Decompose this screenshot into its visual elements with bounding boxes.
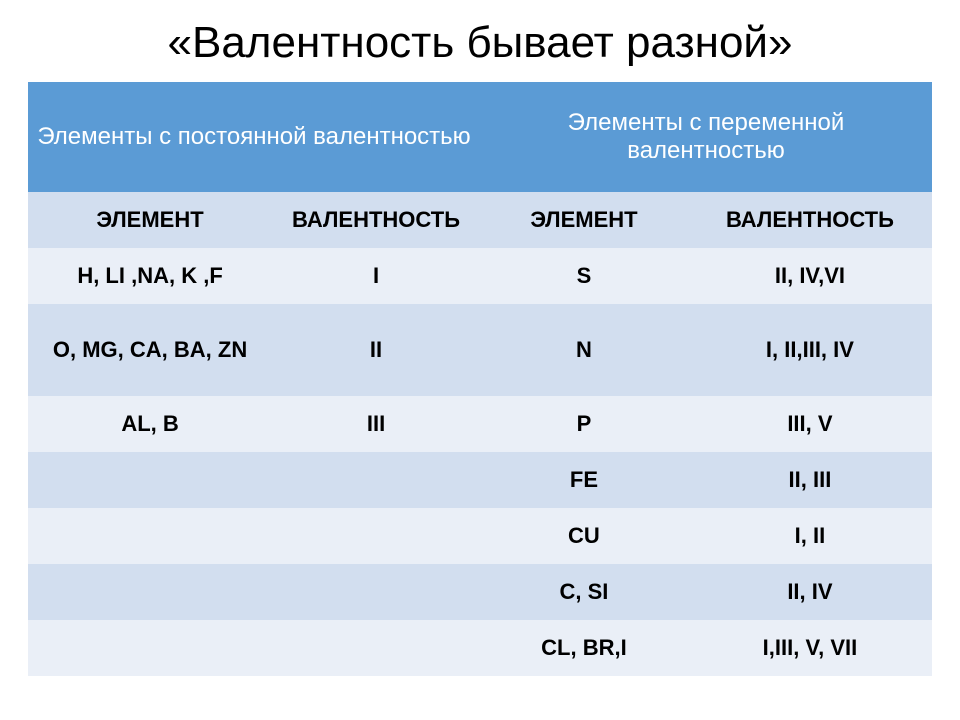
- cell-valence-var: I, II: [688, 508, 932, 564]
- cell-valence-const: III: [272, 396, 480, 452]
- cell-valence-var: III, V: [688, 396, 932, 452]
- table-row: H, Li ,Na, K ,F I S II, IV,VI: [28, 248, 932, 304]
- cell-valence-var: II, IV,VI: [688, 248, 932, 304]
- table-row: Cl, Br,I I,III, V, VII: [28, 620, 932, 676]
- slide: «Валентность бывает разной» Элементы с п…: [0, 0, 960, 720]
- table-subheader: Элемент Валентность Элемент Валентность: [28, 192, 932, 248]
- valence-table: Элементы с постоянной валентностью Элеме…: [28, 82, 932, 676]
- cell-element-var: Cu: [480, 508, 688, 564]
- header-right: Элементы с переменной валентностью: [480, 82, 932, 192]
- cell-element-const: O, Mg, Ca, Ba, Zn: [28, 304, 272, 396]
- cell-valence-const: [272, 508, 480, 564]
- cell-element-const: Al, B: [28, 396, 272, 452]
- cell-valence-const: [272, 620, 480, 676]
- cell-element-var: Fe: [480, 452, 688, 508]
- subheader-c3: Элемент: [480, 192, 688, 248]
- cell-valence-const: I: [272, 248, 480, 304]
- subheader-c1: Элемент: [28, 192, 272, 248]
- header-left: Элементы с постоянной валентностью: [28, 82, 480, 192]
- cell-element-const: [28, 508, 272, 564]
- cell-valence-var: II, III: [688, 452, 932, 508]
- cell-element-var: Cl, Br,I: [480, 620, 688, 676]
- cell-valence-var: I,III, V, VII: [688, 620, 932, 676]
- cell-element-var: P: [480, 396, 688, 452]
- table-row: Al, B III P III, V: [28, 396, 932, 452]
- cell-element-var: C, Si: [480, 564, 688, 620]
- cell-element-const: [28, 564, 272, 620]
- cell-valence-var: I, II,III, IV: [688, 304, 932, 396]
- cell-element-const: [28, 620, 272, 676]
- table-row: Fe II, III: [28, 452, 932, 508]
- cell-valence-const: II: [272, 304, 480, 396]
- subheader-c4: Валентность: [688, 192, 932, 248]
- cell-element-const: [28, 452, 272, 508]
- table-row: Cu I, II: [28, 508, 932, 564]
- table-header-groups: Элементы с постоянной валентностью Элеме…: [28, 82, 932, 192]
- subheader-c2: Валентность: [272, 192, 480, 248]
- cell-valence-const: [272, 452, 480, 508]
- cell-element-const: H, Li ,Na, K ,F: [28, 248, 272, 304]
- slide-title: «Валентность бывает разной»: [28, 18, 932, 68]
- table-row: C, Si II, IV: [28, 564, 932, 620]
- cell-valence-var: II, IV: [688, 564, 932, 620]
- cell-element-var: S: [480, 248, 688, 304]
- cell-valence-const: [272, 564, 480, 620]
- cell-element-var: N: [480, 304, 688, 396]
- table-row: O, Mg, Ca, Ba, Zn II N I, II,III, IV: [28, 304, 932, 396]
